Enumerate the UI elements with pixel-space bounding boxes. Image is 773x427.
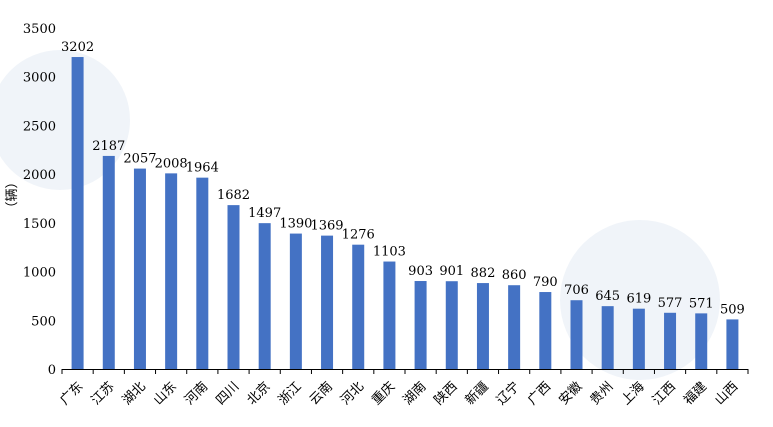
data-label: 2057 bbox=[123, 152, 156, 167]
y-tick-label: 2000 bbox=[23, 168, 56, 183]
x-tick-label: 上海 bbox=[619, 379, 648, 408]
bar bbox=[352, 244, 365, 369]
bar bbox=[695, 313, 708, 369]
x-tick-label: 四川 bbox=[213, 379, 242, 408]
x-tick-label: 河南 bbox=[181, 379, 211, 409]
x-tick-label: 湖北 bbox=[120, 379, 149, 408]
data-label: 901 bbox=[439, 264, 464, 279]
x-tick-label: 山西 bbox=[712, 379, 741, 408]
x-tick-label: 福建 bbox=[681, 379, 710, 408]
data-label: 645 bbox=[595, 289, 620, 304]
bar bbox=[632, 308, 645, 369]
data-label: 1276 bbox=[342, 228, 375, 243]
data-label: 3202 bbox=[61, 40, 94, 55]
y-tick-label: 1500 bbox=[23, 217, 56, 232]
bar bbox=[289, 233, 302, 369]
x-tick-label: 云南 bbox=[306, 379, 336, 409]
y-tick-label: 1000 bbox=[23, 266, 56, 281]
watermark bbox=[0, 50, 720, 380]
data-label: 1682 bbox=[217, 188, 250, 203]
x-tick-label: 广西 bbox=[525, 379, 554, 408]
data-label: 1103 bbox=[373, 245, 406, 260]
x-tick-label: 浙江 bbox=[276, 379, 305, 408]
data-label: 1390 bbox=[279, 217, 312, 232]
x-tick-label: 广东 bbox=[57, 379, 86, 408]
bar bbox=[414, 281, 427, 369]
bar bbox=[165, 173, 178, 369]
data-label: 1964 bbox=[186, 161, 219, 176]
x-tick-label: 安徽 bbox=[556, 379, 585, 408]
x-tick-label: 辽宁 bbox=[493, 379, 523, 409]
bar bbox=[445, 281, 458, 369]
data-label: 790 bbox=[533, 275, 558, 290]
data-label: 571 bbox=[689, 296, 714, 311]
data-label: 706 bbox=[564, 283, 589, 298]
y-tick-label: 2500 bbox=[23, 119, 56, 134]
y-axis-label: （辆） bbox=[5, 175, 20, 214]
bar bbox=[196, 177, 209, 369]
x-tick-label: 新疆 bbox=[462, 379, 492, 409]
bar bbox=[258, 223, 271, 369]
data-label: 2187 bbox=[92, 139, 125, 154]
bar bbox=[601, 306, 614, 369]
data-label: 903 bbox=[408, 264, 433, 279]
x-tick-label: 江西 bbox=[650, 379, 679, 408]
bar bbox=[726, 319, 739, 369]
data-label: 860 bbox=[502, 268, 527, 283]
x-tick-label: 江苏 bbox=[88, 379, 118, 409]
bar bbox=[383, 261, 396, 369]
data-label: 1497 bbox=[248, 206, 281, 221]
data-label: 2008 bbox=[155, 156, 188, 171]
x-tick-label: 陕西 bbox=[432, 379, 461, 408]
y-tick-label: 3000 bbox=[23, 71, 56, 86]
bar bbox=[321, 235, 334, 369]
y-tick-label: 3500 bbox=[23, 22, 56, 37]
bar bbox=[71, 57, 84, 369]
y-tick-label: 0 bbox=[48, 363, 56, 378]
data-label: 619 bbox=[626, 292, 651, 307]
x-tick-label: 河北 bbox=[338, 379, 367, 408]
data-label: 1369 bbox=[310, 219, 343, 234]
bar bbox=[476, 283, 489, 369]
x-tick-label: 重庆 bbox=[369, 379, 399, 409]
data-label: 882 bbox=[471, 266, 496, 281]
data-label: 577 bbox=[658, 296, 683, 311]
bar bbox=[664, 312, 677, 369]
x-tick-label: 贵州 bbox=[588, 379, 617, 408]
bar bbox=[570, 300, 583, 369]
bar bbox=[133, 168, 146, 369]
bar bbox=[227, 205, 240, 369]
x-tick-label: 湖南 bbox=[400, 379, 430, 409]
bar bbox=[539, 292, 552, 369]
y-tick-label: 500 bbox=[31, 314, 56, 329]
x-tick-label: 北京 bbox=[245, 379, 274, 408]
bar bbox=[508, 285, 521, 369]
data-label: 509 bbox=[720, 302, 745, 317]
bar bbox=[102, 155, 115, 369]
x-tick-label: 山东 bbox=[151, 379, 180, 408]
